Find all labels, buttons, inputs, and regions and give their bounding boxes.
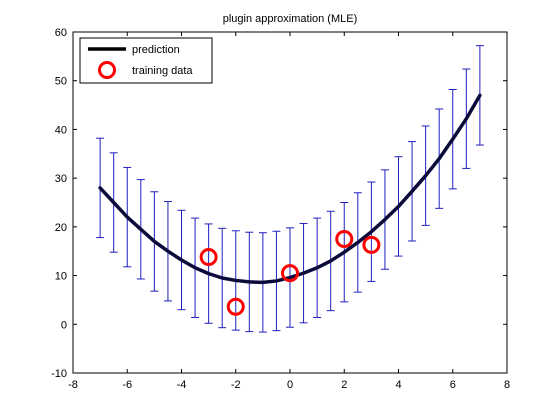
legend: prediction training data <box>79 37 213 84</box>
chart-title: plugin approximation (MLE) <box>223 13 358 25</box>
legend-label-prediction: prediction <box>132 44 180 56</box>
training-data-point <box>362 235 381 254</box>
x-tick-label: 6 <box>450 379 456 391</box>
x-tick-label: -6 <box>122 379 132 391</box>
y-tick-label: 10 <box>55 271 67 283</box>
prediction-line <box>98 93 482 285</box>
training-data-point <box>226 297 245 316</box>
axes: -8 -6 -4 -2 0 2 4 6 8 -10 0 10 20 30 40 50 60 <box>51 27 510 391</box>
x-tick-label: 4 <box>395 379 401 391</box>
y-tick-label: 30 <box>55 173 67 185</box>
legend-swatch-training-data <box>98 61 116 79</box>
x-tick-label: 8 <box>504 379 510 391</box>
training-data-point <box>199 248 218 267</box>
x-tick-label: -2 <box>231 379 241 391</box>
x-tick-label: -8 <box>68 379 78 391</box>
y-tick-label: 50 <box>55 76 67 88</box>
legend-label-training-data: training data <box>132 65 193 77</box>
training-data-point <box>335 230 354 249</box>
y-tick-label: 20 <box>55 222 67 234</box>
x-tick-label: 2 <box>341 379 347 391</box>
y-tick-label: 0 <box>61 319 67 331</box>
y-tick-label: 60 <box>55 27 67 39</box>
training-data-point <box>281 264 299 283</box>
x-tick-label: -4 <box>177 379 187 391</box>
plot-content <box>96 45 484 333</box>
x-tick-label: 0 <box>287 379 293 391</box>
y-tick-label: -10 <box>51 368 67 380</box>
y-tick-label: 40 <box>55 124 67 136</box>
